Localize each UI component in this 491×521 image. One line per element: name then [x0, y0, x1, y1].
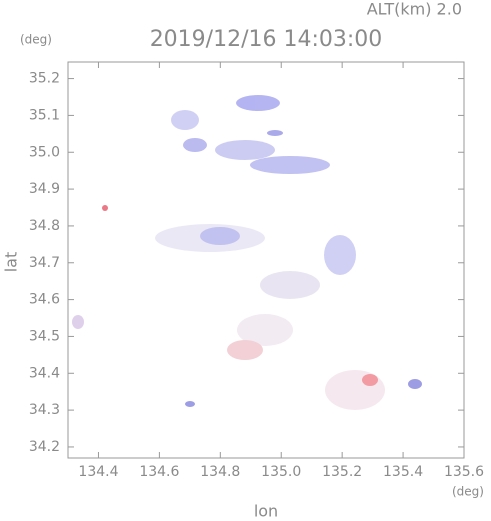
x-tick-label: 135.0: [261, 464, 301, 480]
y-tick-label: 34.7: [29, 255, 60, 271]
y-tick-label: 34.5: [29, 328, 60, 344]
y-tick-label: 34.6: [29, 292, 60, 308]
y-tick-label: 35.1: [29, 107, 60, 123]
x-tick-label: 135.2: [322, 464, 362, 480]
x-tick-label: 134.8: [200, 464, 240, 480]
y-tick-label: 34.2: [29, 439, 60, 455]
chart-title: 2019/12/16 14:03:00: [150, 27, 383, 52]
x-tick-label: 135.4: [383, 464, 423, 480]
x-axis-label: lon: [254, 502, 278, 521]
x-tick-label: 135.6: [444, 464, 484, 480]
y-unit: (deg): [20, 33, 52, 47]
y-tick-label: 34.9: [29, 181, 60, 197]
y-tick-label: 35.0: [29, 144, 60, 160]
plot-frame: [67, 61, 465, 459]
y-tick-label: 34.4: [29, 365, 60, 381]
x-unit: (deg): [452, 485, 484, 499]
echoes: [72, 95, 422, 410]
x-tick-label: 134.6: [139, 464, 179, 480]
x-tick-label: 134.4: [78, 464, 118, 480]
altitude-label: ALT(km) 2.0: [367, 0, 462, 19]
y-tick-label: 34.8: [29, 218, 60, 234]
y-tick-label: 35.2: [29, 71, 60, 87]
y-axis-label: lat: [2, 252, 21, 273]
y-tick-label: 34.3: [29, 402, 60, 418]
